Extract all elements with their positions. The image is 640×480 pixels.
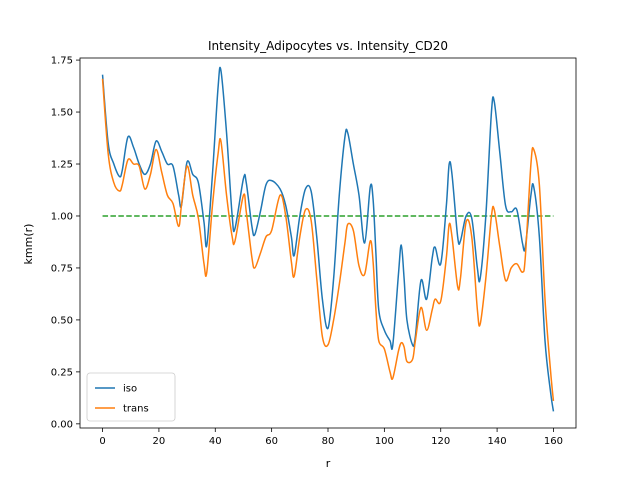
legend-label-trans: trans — [123, 404, 149, 415]
x-axis-label: r — [326, 457, 331, 470]
legend-box — [86, 372, 176, 422]
y-tick-label: 0.75 — [51, 263, 73, 274]
y-tick-label: 1.00 — [51, 211, 73, 222]
y-tick-label: 0.25 — [51, 367, 73, 378]
legend-label-iso: iso — [123, 384, 137, 395]
series-line-trans — [101, 78, 555, 402]
plot-frame — [79, 57, 577, 429]
x-tick-label: 120 — [431, 436, 450, 447]
series-layer — [101, 66, 555, 412]
y-tick-label: 1.25 — [51, 160, 73, 171]
x-tick-label: 100 — [375, 436, 394, 447]
x-tick-label: 80 — [322, 436, 335, 447]
x-tick-label: 40 — [209, 436, 222, 447]
x-tick-label: 140 — [488, 436, 507, 447]
x-axis: 0 20 40 60 80 100 120 140 160 — [99, 428, 563, 447]
x-tick-label: 20 — [153, 436, 166, 447]
chart-title: Intensity_Adipocytes vs. Intensity_CD20 — [208, 39, 448, 53]
y-axis-label: kmm(r) — [22, 224, 35, 265]
y-tick-label: 0.50 — [51, 315, 73, 326]
y-axis: 0.00 0.25 0.50 0.75 1.00 1.25 1.50 1.75 — [51, 56, 80, 430]
y-tick-label: 0.00 — [51, 419, 73, 430]
legend: iso trans — [86, 372, 176, 422]
x-tick-label: 60 — [265, 436, 278, 447]
y-tick-label: 1.75 — [51, 56, 73, 67]
y-tick-label: 1.50 — [51, 108, 73, 119]
x-tick-label: 0 — [99, 436, 105, 447]
x-tick-label: 160 — [544, 436, 563, 447]
